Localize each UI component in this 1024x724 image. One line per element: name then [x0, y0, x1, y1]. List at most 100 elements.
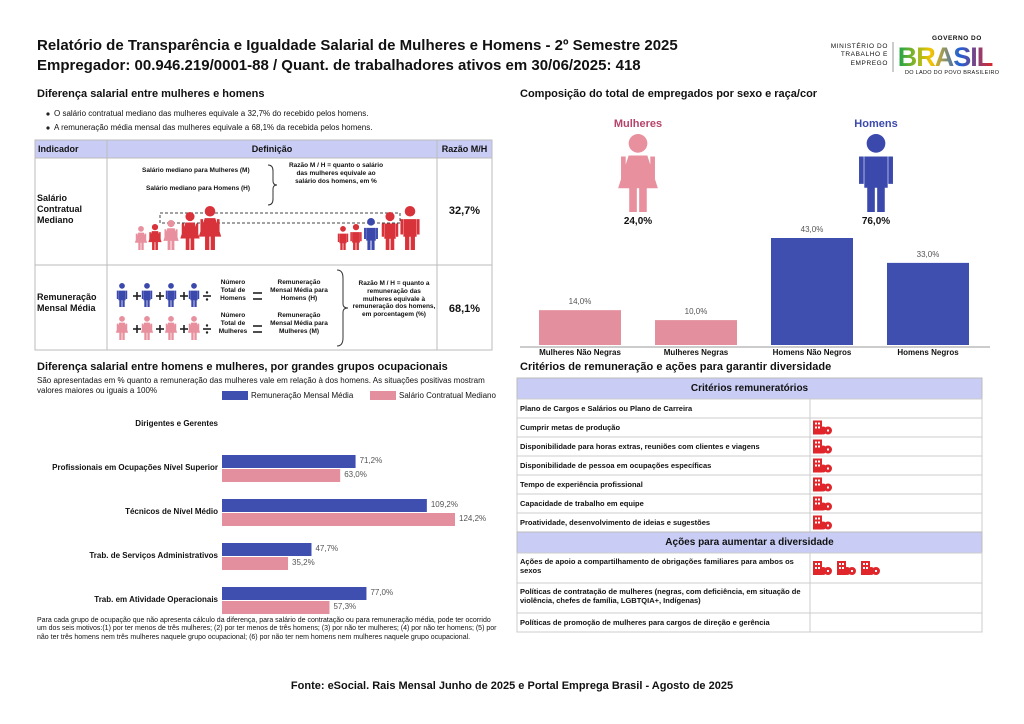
group-name: Mulheres — [613, 118, 663, 130]
definition-text: Número Total de Homens — [220, 279, 246, 302]
person-icon — [180, 211, 200, 250]
definition-text: Remuneração Mensal Média para Mulheres (… — [270, 312, 328, 335]
report-subtitle: Empregador: 00.946.219/0001-88 / Quant. … — [37, 57, 641, 74]
value-label: 77,0% — [370, 588, 394, 597]
brace — [267, 164, 278, 206]
section-title: Ações para aumentar a diversidade — [665, 537, 834, 548]
criterion-icon — [813, 420, 832, 435]
value-label: 47,7% — [315, 544, 339, 553]
criterion-label: Políticas de contratação de mulheres (ne… — [520, 587, 801, 605]
person-icon — [618, 134, 658, 212]
gov-tagline: DO LADO DO POVO BRASILEIRO — [905, 70, 1000, 76]
column-header: Indicador — [38, 144, 79, 154]
criterion-label: Proatividade, desenvolvimento de ideias … — [520, 518, 711, 527]
person-icon — [364, 218, 378, 250]
table-row — [516, 612, 983, 633]
group-share: 24,0% — [623, 216, 653, 227]
bar — [655, 320, 737, 345]
person-icon — [188, 283, 200, 307]
table-frame — [34, 139, 493, 351]
group-share: 76,0% — [861, 216, 891, 227]
person-icon — [400, 206, 420, 250]
value-label: 33,0% — [916, 249, 940, 259]
indicator-label: Remuneração Mensal Média — [37, 292, 97, 313]
category-label: Trab. em Atividade Operacionais — [94, 595, 218, 604]
section-heading: Diferença salarial entre mulheres e home… — [37, 88, 265, 100]
criterion-label: Ações de apoio a compartilhamento de obr… — [520, 557, 794, 575]
person-icon — [141, 282, 153, 307]
category-label: Homens Negros — [897, 348, 959, 357]
column-header: Definição — [251, 144, 293, 154]
category-label: Mulheres Negras — [663, 348, 729, 357]
criterion-label: Políticas de promoção de mulheres para c… — [520, 618, 770, 627]
criterion-label: Disponibilidade de pessoa em ocupações e… — [520, 461, 712, 470]
source-footer: Fonte: eSocial. Rais Mensal Junho de 202… — [290, 680, 734, 692]
value-label: 57,3% — [333, 602, 357, 611]
category-label: Profissionais em Ocupações Nível Superio… — [52, 463, 218, 472]
definition-text: Razão M / H = quanto a remuneração das m… — [352, 280, 436, 319]
bar — [222, 513, 455, 526]
bullet — [46, 112, 50, 116]
person-icon — [859, 134, 893, 212]
criterion-icon — [813, 458, 832, 473]
definition-text: Salário mediano para Homens (H) — [146, 185, 251, 192]
value-label: 71,2% — [359, 456, 383, 465]
definition-text: Razão M / H = quanto o salário das mulhe… — [288, 162, 384, 185]
criterion-label: Cumprir metas de produção — [520, 423, 621, 432]
footnote: Para cada grupo de ocupação que não apre… — [37, 617, 497, 641]
value-label: 35,2% — [292, 558, 315, 567]
ratio-value: 68,1% — [448, 303, 481, 315]
dashed-frame — [159, 212, 401, 224]
bullet-text: A remuneração média mensal das mulheres … — [54, 123, 373, 132]
value-label: 109,2% — [430, 500, 458, 509]
chart-subtitle: São apresentadas em % quanto a remuneraç… — [37, 376, 485, 395]
group-name: Homens — [854, 118, 898, 130]
ratio-value: 32,7% — [448, 205, 481, 217]
category-label: Mulheres Não Negras — [539, 348, 621, 357]
criterion-label: Plano de Cargos e Salários ou Plano de C… — [520, 404, 693, 413]
person-icon — [165, 282, 177, 307]
bar — [539, 310, 621, 345]
person-icon — [350, 224, 362, 250]
definition-text: Remuneração Mensal Média para Homens (H) — [270, 279, 328, 302]
legend-label: Salário Contratual Mediano — [399, 391, 496, 400]
legend-swatch — [370, 391, 396, 400]
report-title: Relatório de Transparência e Igualdade S… — [37, 37, 678, 54]
bullet-text: O salário contratual mediano das mulhere… — [54, 109, 369, 118]
legend-swatch — [222, 391, 248, 400]
criterion-icon — [813, 515, 832, 530]
bar — [222, 469, 341, 482]
bar — [222, 499, 427, 512]
division-dots — [205, 291, 209, 334]
person-icon — [381, 211, 399, 250]
criterion-icon — [813, 477, 832, 492]
chart-title: Composição do total de empregados por se… — [520, 88, 818, 100]
column-header: Razão M/H — [441, 144, 488, 154]
person-icon — [163, 220, 179, 250]
criterion-label: Disponibilidade para horas extras, reuni… — [520, 442, 760, 451]
operators — [133, 292, 262, 333]
bar — [887, 262, 969, 345]
category-label: Dirigentes e Gerentes — [135, 419, 218, 428]
criterion-icon — [861, 561, 880, 575]
person-icon — [116, 283, 128, 307]
brace — [336, 269, 349, 347]
person-icon — [198, 206, 222, 250]
criterion-icon — [813, 496, 832, 511]
definition-text: Número Total de Mulheres — [218, 312, 248, 335]
criterion-label: Tempo de experiência profissional — [520, 480, 643, 489]
criterion-icon — [837, 561, 856, 575]
definition-text: Salário mediano para Mulheres (M) — [142, 167, 250, 174]
bar — [222, 601, 330, 614]
bar — [222, 587, 367, 600]
value-label: 10,0% — [684, 307, 708, 317]
person-icon — [337, 226, 349, 250]
category-label: Trab. de Serviços Administrativos — [89, 551, 218, 560]
value-label: 124,2% — [459, 514, 487, 523]
chart-title: Diferença salarial entre homens e mulher… — [37, 361, 448, 373]
ministry-name: MINISTÉRIO DO TRABALHO E EMPREGO — [830, 43, 888, 67]
value-label: 14,0% — [568, 297, 592, 307]
gov-name: BRASIL — [898, 42, 993, 72]
bar — [771, 238, 853, 345]
